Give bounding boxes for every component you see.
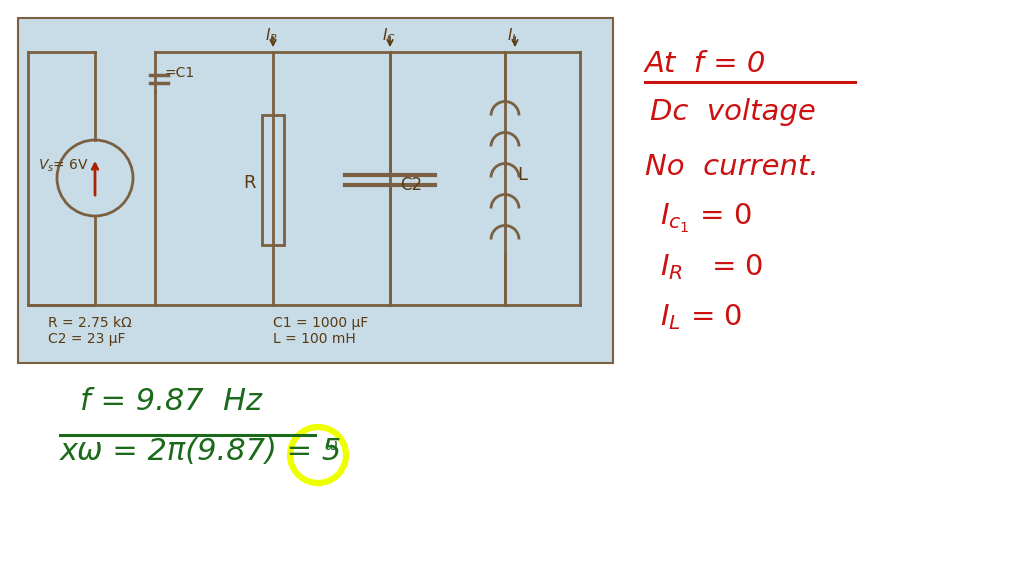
Text: $I_C$: $I_C$: [382, 26, 396, 45]
Text: C2: C2: [400, 176, 422, 194]
Text: R = 2.75 kΩ: R = 2.75 kΩ: [48, 316, 132, 330]
Text: C2 = 23 μF: C2 = 23 μF: [48, 332, 126, 346]
Text: C1 = 1000 μF: C1 = 1000 μF: [273, 316, 369, 330]
Text: ω: ω: [325, 438, 338, 453]
Bar: [262, 115, 284, 245]
Bar: [18, 18, 613, 363]
Text: L: L: [517, 166, 527, 184]
Text: At  f = 0: At f = 0: [645, 50, 766, 78]
Text: $\mathit{I}_{L}$ = 0: $\mathit{I}_{L}$ = 0: [660, 302, 742, 332]
Text: $I_R$: $I_R$: [265, 26, 278, 45]
Text: f = 9.87  Hz: f = 9.87 Hz: [80, 387, 262, 416]
Text: $V_s$= 6V: $V_s$= 6V: [38, 158, 89, 175]
Text: R: R: [243, 174, 256, 192]
Text: No  current.: No current.: [645, 153, 818, 181]
Text: =C1: =C1: [165, 66, 196, 80]
Text: xω = 2π(9.87) = 5: xω = 2π(9.87) = 5: [60, 437, 342, 466]
Text: $\mathit{I}_{c_1}$ = 0: $\mathit{I}_{c_1}$ = 0: [660, 202, 752, 235]
Text: $\mathit{I}_{R}$   = 0: $\mathit{I}_{R}$ = 0: [660, 252, 764, 282]
Text: $I_L$: $I_L$: [507, 26, 519, 45]
Text: Dc  voltage: Dc voltage: [650, 98, 816, 126]
Text: L = 100 mH: L = 100 mH: [273, 332, 355, 346]
